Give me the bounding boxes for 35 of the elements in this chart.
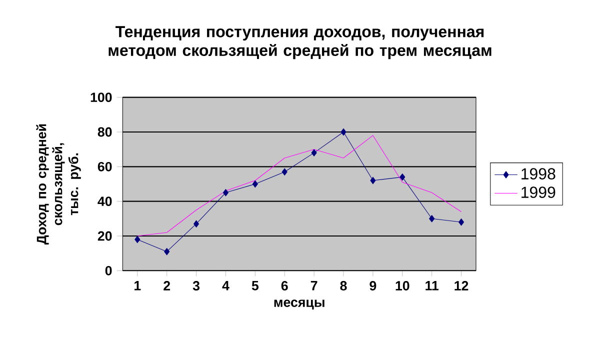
x-tick-label: 2 bbox=[164, 281, 170, 290]
point bbox=[311, 149, 317, 156]
point bbox=[429, 215, 435, 222]
x-tick-label: 5 bbox=[252, 281, 259, 290]
x-tick-label: 9 bbox=[370, 281, 376, 290]
point bbox=[222, 189, 228, 196]
point bbox=[370, 176, 376, 184]
y-tick-label: 20 bbox=[98, 231, 112, 241]
x-tick-label: 3 bbox=[192, 281, 200, 291]
chart-title: Тенденция поступления доходов, полученная методом скользящей средней по трем месяцам bbox=[108, 26, 492, 60]
legend-label: 1999 bbox=[522, 186, 556, 198]
legend-label: 1998 bbox=[522, 168, 556, 180]
point bbox=[282, 168, 288, 176]
point bbox=[400, 173, 406, 181]
x-tick-label: 7 bbox=[310, 281, 318, 290]
y-tick-label: 0 bbox=[105, 266, 112, 276]
point bbox=[458, 218, 464, 226]
x-tick-label: 1 bbox=[134, 281, 141, 290]
x-axis-title: месяцы bbox=[274, 300, 324, 310]
x-tick-label: 6 bbox=[281, 281, 288, 290]
y-tick-label: 80 bbox=[98, 127, 112, 137]
y-tick-label: 60 bbox=[98, 162, 112, 172]
y-axis-title: Доход по средней скользящей, тыс. руб. bbox=[36, 124, 81, 244]
x-tick-label: 4 bbox=[222, 281, 230, 290]
y-tick-label: 100 bbox=[90, 92, 112, 102]
point bbox=[252, 180, 258, 188]
x-tick-label: 10 bbox=[396, 281, 410, 290]
x-tick-label: 12 bbox=[454, 281, 468, 290]
x-tick-label: 11 bbox=[426, 281, 439, 290]
point bbox=[194, 220, 200, 228]
point bbox=[164, 248, 170, 256]
x-tick-label: 8 bbox=[340, 281, 347, 290]
y-tick-label: 40 bbox=[98, 196, 112, 206]
point bbox=[134, 236, 140, 244]
point bbox=[340, 128, 346, 136]
